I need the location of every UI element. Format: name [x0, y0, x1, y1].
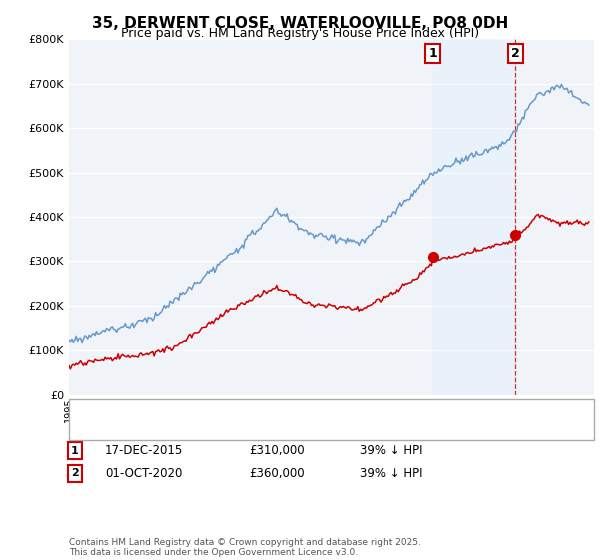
Text: 1: 1	[71, 446, 79, 456]
Text: 39% ↓ HPI: 39% ↓ HPI	[360, 466, 422, 480]
Text: Price paid vs. HM Land Registry's House Price Index (HPI): Price paid vs. HM Land Registry's House …	[121, 27, 479, 40]
Text: 39% ↓ HPI: 39% ↓ HPI	[360, 444, 422, 458]
Text: 01-OCT-2020: 01-OCT-2020	[105, 466, 182, 480]
Text: 2: 2	[71, 468, 79, 478]
Text: £360,000: £360,000	[249, 466, 305, 480]
Text: —: —	[78, 403, 94, 418]
Text: 2: 2	[511, 47, 520, 60]
Text: Contains HM Land Registry data © Crown copyright and database right 2025.
This d: Contains HM Land Registry data © Crown c…	[69, 538, 421, 557]
Bar	[433, 39, 515, 395]
Text: 35, DERWENT CLOSE, WATERLOOVILLE, PO8 0DH (detached house): 35, DERWENT CLOSE, WATERLOOVILLE, PO8 0D…	[105, 405, 455, 416]
Text: 35, DERWENT CLOSE, WATERLOOVILLE, PO8 0DH: 35, DERWENT CLOSE, WATERLOOVILLE, PO8 0D…	[92, 16, 508, 31]
Text: HPI: Average price, detached house, East Hampshire: HPI: Average price, detached house, East…	[105, 423, 380, 433]
Text: —: —	[78, 421, 94, 436]
Text: 1: 1	[428, 47, 437, 60]
Text: 17-DEC-2015: 17-DEC-2015	[105, 444, 183, 458]
Text: £310,000: £310,000	[249, 444, 305, 458]
